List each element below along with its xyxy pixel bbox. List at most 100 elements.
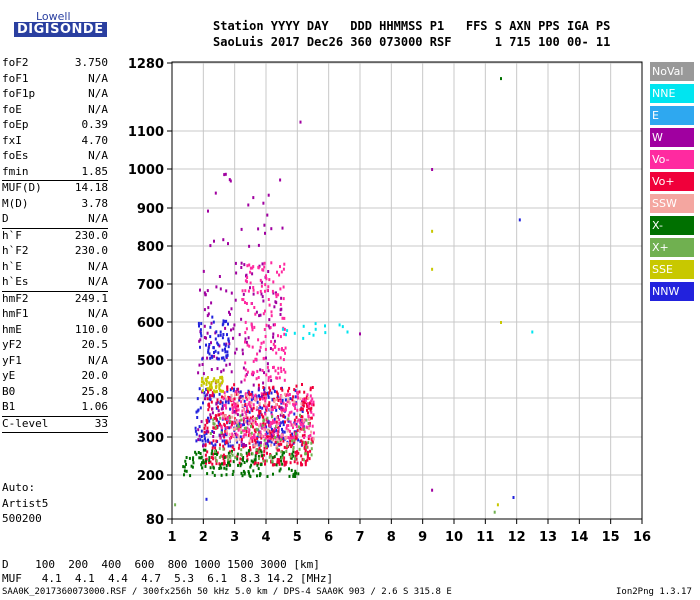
echo-point xyxy=(311,402,313,406)
echo-point xyxy=(234,390,237,394)
echo-point xyxy=(222,411,225,415)
echo-point xyxy=(263,223,266,227)
echo-point xyxy=(234,261,237,265)
echo-point xyxy=(215,406,218,410)
echo-point xyxy=(254,393,257,397)
echo-point xyxy=(209,395,212,399)
echo-point xyxy=(308,421,311,425)
parameter-row: foE N/A xyxy=(2,103,108,119)
parameter-value: 0.39 xyxy=(81,118,109,131)
echo-point xyxy=(256,440,259,444)
echo-point xyxy=(231,445,234,449)
parameter-value: N/A xyxy=(88,149,108,162)
echo-point xyxy=(189,474,192,478)
echo-point xyxy=(278,469,281,473)
echo-point xyxy=(247,402,250,406)
echo-point xyxy=(269,375,272,379)
echo-point xyxy=(274,369,277,373)
echo-point xyxy=(247,392,249,396)
echo-point xyxy=(278,458,281,462)
echo-point xyxy=(283,327,286,331)
echo-point xyxy=(202,459,205,463)
echo-point xyxy=(300,402,303,406)
echo-point xyxy=(240,261,243,265)
echo-point xyxy=(212,439,215,443)
echo-point xyxy=(310,416,313,420)
parameter-label: foEs xyxy=(2,149,29,162)
echo-point xyxy=(287,413,290,417)
echo-point xyxy=(218,386,221,390)
echo-point xyxy=(233,427,235,431)
echo-point xyxy=(226,421,228,424)
echo-point xyxy=(212,346,215,350)
echo-point xyxy=(299,427,302,431)
echo-point xyxy=(235,438,238,442)
echo-point xyxy=(236,401,239,405)
echo-point xyxy=(248,473,251,477)
echo-point xyxy=(299,418,302,422)
echo-point xyxy=(298,425,300,429)
echo-point xyxy=(229,312,231,316)
echo-point xyxy=(237,463,239,467)
echo-point xyxy=(264,433,267,436)
echo-point xyxy=(208,458,211,462)
echo-point xyxy=(198,425,201,429)
echo-point xyxy=(242,469,245,473)
echo-point xyxy=(271,415,273,419)
echo-point xyxy=(307,396,310,400)
echo-point xyxy=(283,460,286,464)
echo-point xyxy=(268,429,271,433)
echo-point xyxy=(215,379,218,383)
echo-point xyxy=(268,455,271,459)
echo-point xyxy=(264,437,267,440)
echo-point xyxy=(201,389,204,393)
echo-point xyxy=(223,424,226,428)
echo-point xyxy=(270,454,273,458)
echo-point xyxy=(213,417,216,420)
echo-point xyxy=(190,464,193,468)
echo-point xyxy=(288,411,291,415)
echo-point xyxy=(265,425,268,429)
echo-point xyxy=(240,227,243,231)
echo-point xyxy=(213,473,216,477)
echo-point xyxy=(268,424,271,427)
echo-point xyxy=(200,380,203,384)
echo-point xyxy=(206,289,209,293)
echo-point xyxy=(261,262,264,266)
echo-point xyxy=(211,449,214,453)
echo-point xyxy=(251,452,254,456)
echo-point xyxy=(262,392,265,396)
echo-point xyxy=(252,421,255,425)
echo-point xyxy=(275,291,277,295)
echo-point xyxy=(204,437,206,441)
echo-point xyxy=(236,392,238,396)
echo-point xyxy=(277,347,280,351)
echo-point xyxy=(282,415,285,419)
echo-point xyxy=(270,340,273,344)
echo-point xyxy=(275,428,277,432)
echo-point xyxy=(215,390,218,393)
echo-point xyxy=(205,459,208,463)
echo-point xyxy=(256,291,259,295)
echo-point xyxy=(252,469,255,473)
echo-point xyxy=(286,429,289,433)
echo-point xyxy=(244,410,247,414)
echo-point xyxy=(244,361,247,365)
echo-point xyxy=(259,411,262,415)
echo-point xyxy=(197,451,200,454)
echo-point xyxy=(271,408,274,412)
echo-point xyxy=(234,418,237,422)
echo-point xyxy=(214,456,217,460)
echo-point xyxy=(266,439,269,443)
parameter-row: foF2 3.750 xyxy=(2,56,108,72)
echo-point xyxy=(264,289,266,293)
echo-point xyxy=(245,426,247,430)
echo-point xyxy=(283,445,286,449)
echo-point xyxy=(246,409,249,413)
x-axis-ticks: 1 2 3 4 5 6 7 8 9 10 11 12 13 14 15 16 xyxy=(167,519,651,545)
echo-point xyxy=(204,423,207,427)
echo-point xyxy=(302,397,305,401)
echo-point xyxy=(222,322,225,326)
echo-point xyxy=(206,314,209,318)
echo-point xyxy=(231,453,234,457)
